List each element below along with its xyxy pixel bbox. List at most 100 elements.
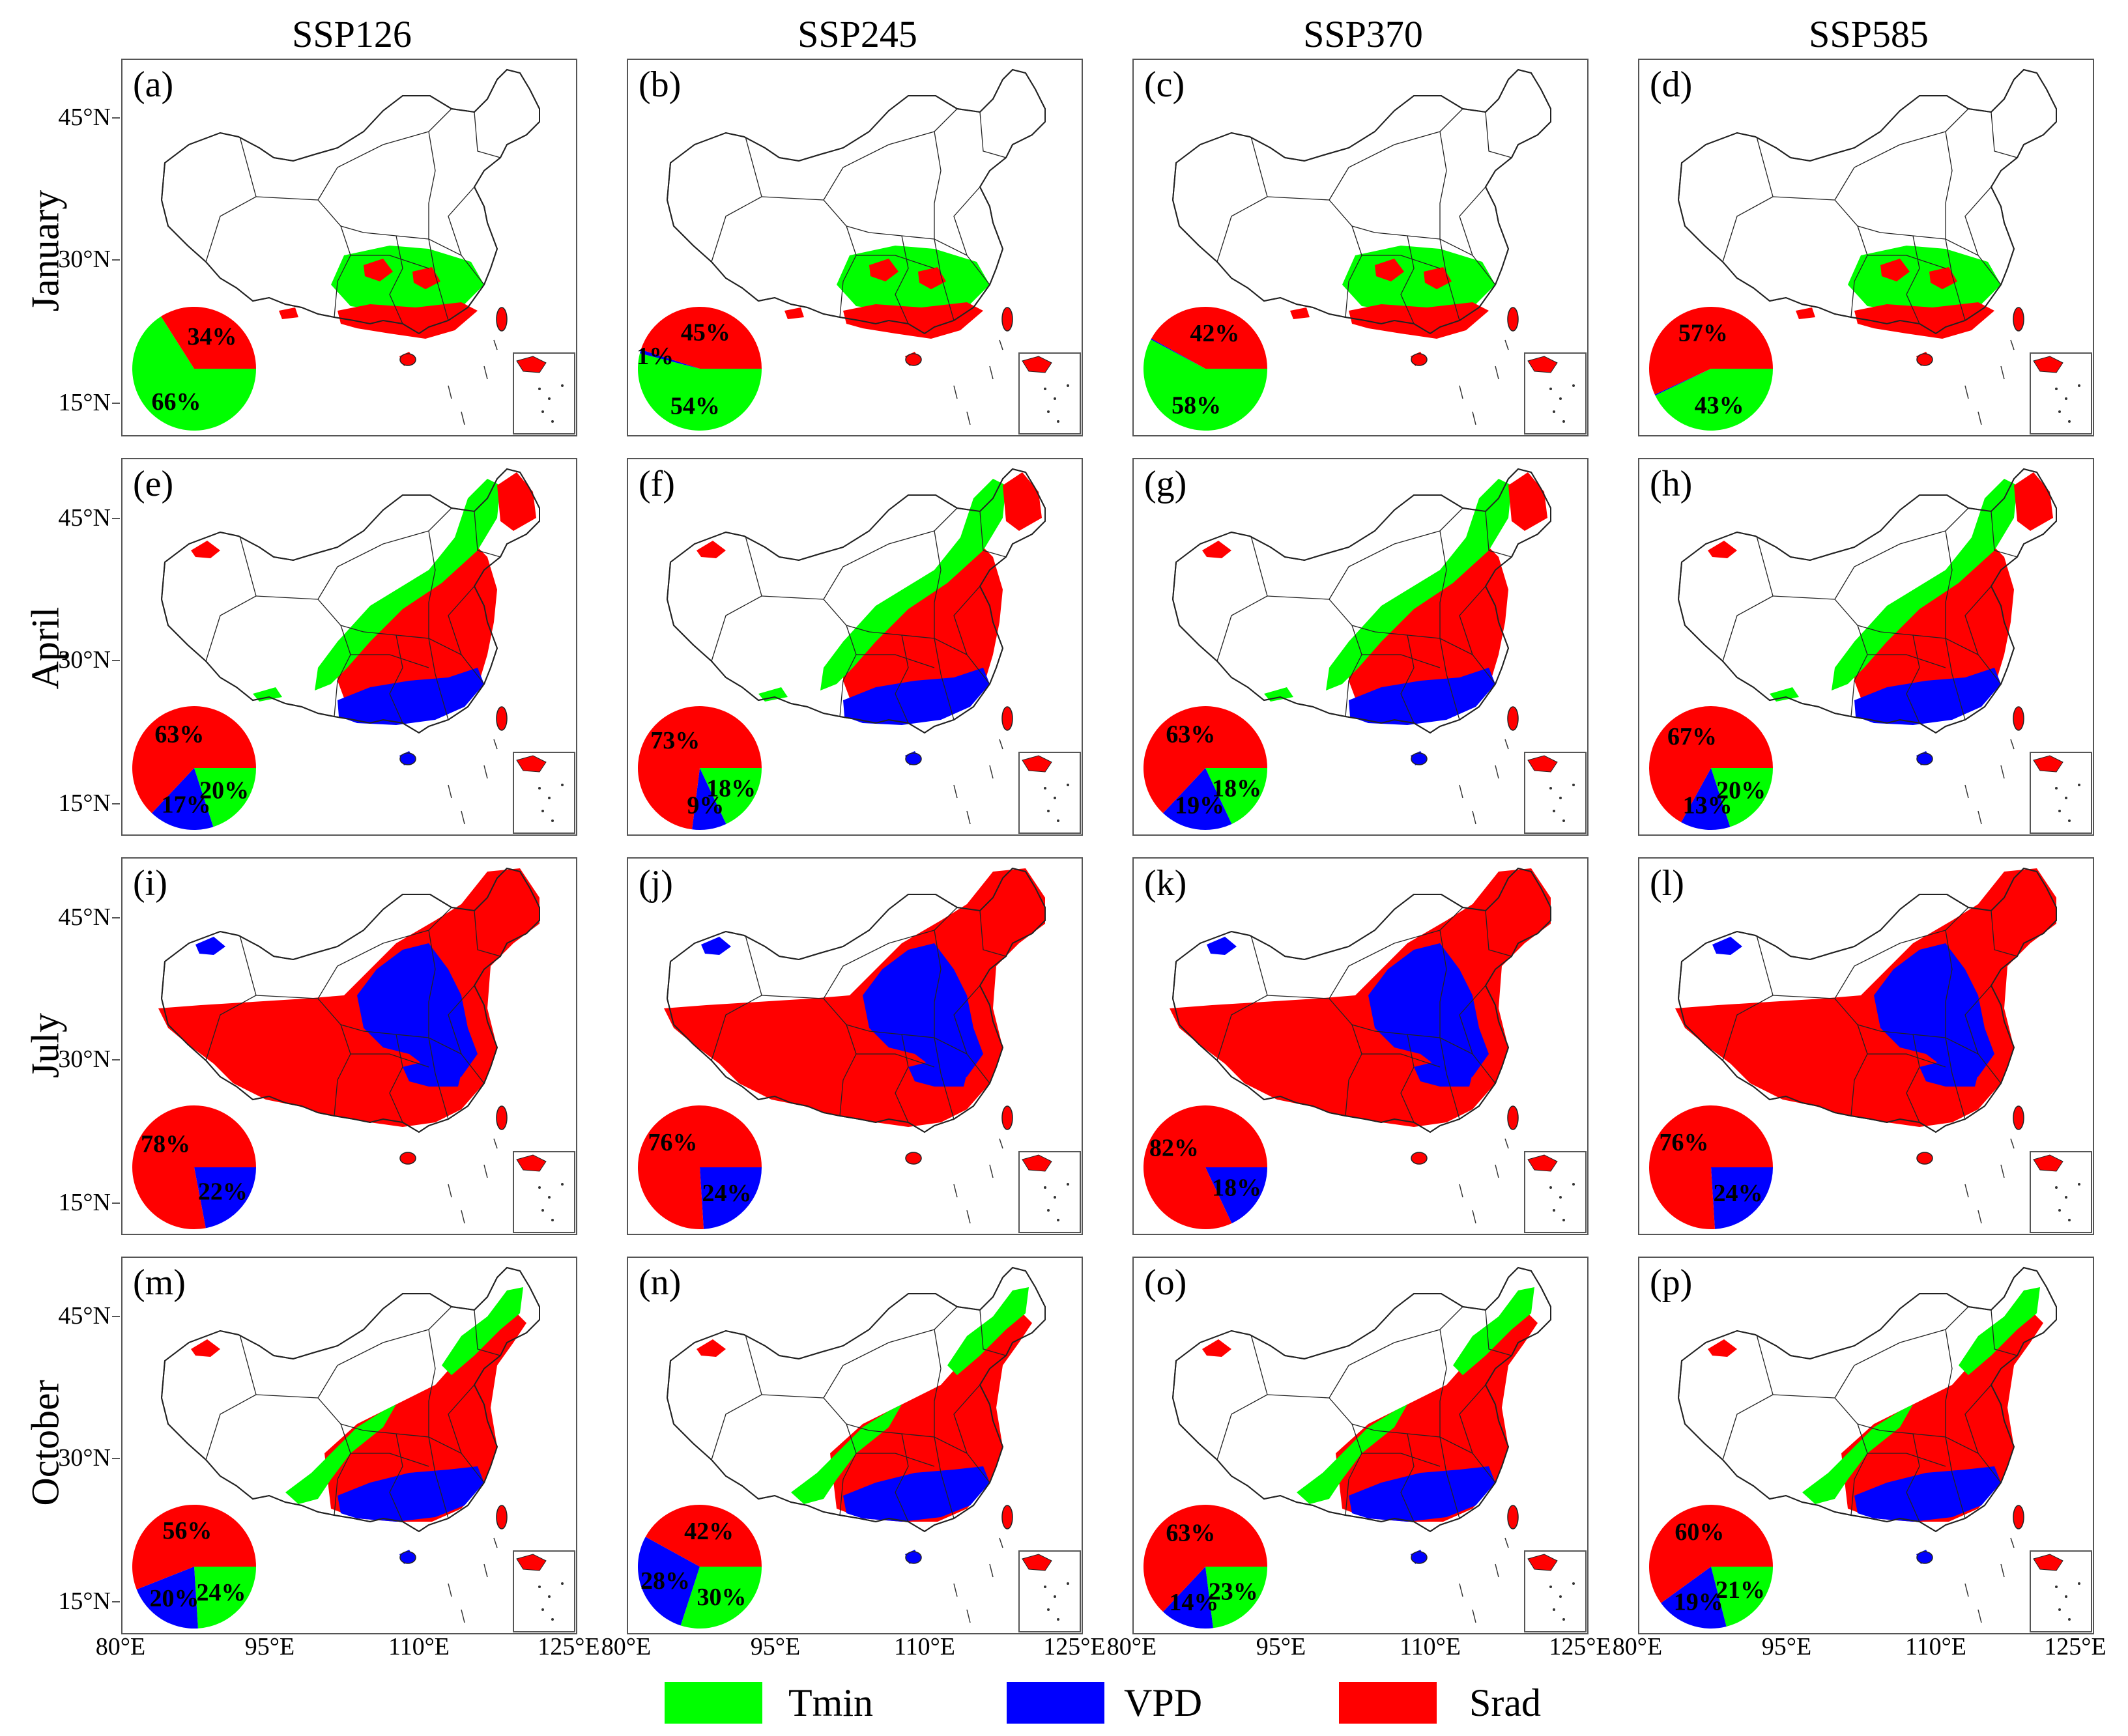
province-boundary [1945, 1436, 1966, 1519]
taiwan-island [1507, 1505, 1519, 1530]
driver-region-srad [338, 544, 497, 717]
province-boundary [1772, 595, 1881, 633]
province-boundary [1867, 255, 1946, 269]
sea-boundary-mark [448, 1184, 452, 1198]
driver-region-tmin [1959, 1287, 2040, 1375]
driver-region-srad [697, 541, 726, 558]
pie-slice-tmin [1711, 768, 1773, 827]
inset-island [1559, 1595, 1562, 1598]
china-map: 18% 82% [1143, 867, 1587, 1233]
inset-island [1559, 797, 1562, 799]
inset-island [1553, 410, 1555, 413]
pie-label-srad: 67% [1667, 723, 1717, 750]
province-boundary [1906, 1433, 1920, 1522]
lon-label-95e: 95°E [244, 1633, 295, 1660]
driver-region-srad [1349, 302, 1489, 339]
hainan-island [905, 353, 922, 366]
driver-region-tmin [442, 1287, 523, 1375]
hainan-island [1411, 752, 1428, 765]
sea-boundary-mark [483, 765, 488, 779]
inset-island [541, 410, 544, 413]
sea-boundary-mark [966, 810, 971, 825]
inset-island [1549, 787, 1552, 790]
province-boundary [1964, 586, 1992, 655]
pie-label-vpd: 9% [687, 791, 724, 819]
panel-label: (h) [1650, 464, 1693, 504]
sea-boundary-mark [1964, 1184, 1969, 1198]
driver-region-srad [1508, 472, 1547, 531]
china-map: 18%19% 63% [1143, 468, 1587, 834]
pie-label-srad: 63% [154, 721, 204, 748]
province-boundary [428, 1436, 449, 1519]
province-boundary [428, 238, 449, 321]
inset-island [1054, 797, 1056, 799]
province-boundary [1906, 235, 1920, 324]
china-map: 23%14% 63% [1143, 1266, 1587, 1632]
province-boundary [334, 225, 351, 318]
inset-island [1572, 1582, 1575, 1585]
pie-label-srad: 73% [650, 727, 700, 754]
sea-boundary-mark [1977, 1609, 1982, 1623]
inset-island [2058, 410, 2061, 413]
province-boundary [839, 625, 857, 717]
country-border [1172, 1266, 1551, 1533]
pie-label-vpd: 19% [1175, 791, 1224, 819]
driver-region-tmin [791, 1404, 902, 1504]
pie-label-srad: 82% [1149, 1134, 1199, 1161]
province-boundary [1906, 1034, 1920, 1123]
pie-label-srad: 42% [1190, 320, 1239, 347]
taiwan-island [496, 1105, 508, 1130]
pie-slice-srad [638, 706, 762, 830]
driver-region-vpd [863, 943, 983, 1077]
inset-island [1047, 410, 1050, 413]
inset-island [2058, 1608, 2061, 1611]
driver-region-srad [364, 259, 393, 281]
inset-island [1553, 1608, 1555, 1611]
lon-label-125e: 125°E [538, 1633, 600, 1660]
province-boundary [1850, 1024, 1868, 1117]
province-boundary [1267, 995, 1375, 1032]
pie-slice-vpd [1654, 369, 1711, 396]
inset-island [1562, 420, 1565, 423]
pie-slice-vpd [194, 1167, 256, 1229]
driver-region-srad [918, 267, 946, 289]
inset-coastline [1527, 1554, 1558, 1571]
driver-region-tmin [285, 1404, 396, 1504]
driver-region-tmin [253, 687, 282, 702]
hainan-island [905, 1551, 922, 1564]
pie-chart: 24%20% 56% [132, 1505, 256, 1629]
driver-region-vpd [1207, 937, 1237, 955]
province-boundary [428, 638, 449, 720]
driver-region-srad [191, 1339, 220, 1357]
taiwan-island [496, 1505, 508, 1530]
province-boundary [711, 935, 762, 1061]
sea-boundary-mark [1472, 1609, 1476, 1623]
sea-boundary-mark [2010, 1537, 2015, 1548]
province-boundary [1267, 1394, 1375, 1431]
province-boundary [1267, 595, 1375, 633]
panel-label: (o) [1144, 1262, 1187, 1303]
province-boundary [1459, 186, 1486, 256]
province-boundary [1964, 985, 1992, 1055]
driver-region-vpd [1920, 1060, 1978, 1087]
province-boundary [1216, 535, 1268, 662]
sea-boundary-mark [999, 339, 1003, 350]
country-border [1172, 468, 1551, 734]
pie-slice-vpd [639, 349, 700, 369]
lon-label-110e: 110°E [1905, 1633, 1966, 1660]
inset-island [2068, 1618, 2071, 1621]
lat-label-15n: 15°N [39, 1588, 120, 1614]
pie-slice-srad [132, 706, 256, 814]
province-boundary [205, 935, 257, 1061]
panel-label: (g) [1144, 464, 1187, 504]
province-boundary [351, 255, 429, 269]
inset-island [538, 1186, 541, 1189]
pie-slice-srad [638, 1105, 762, 1229]
province-boundary [334, 1423, 351, 1516]
driver-region-vpd [403, 1060, 461, 1087]
pie-slice-srad [132, 1505, 256, 1589]
driver-region-tmin [1297, 1404, 1407, 1504]
province-boundary [1722, 535, 1774, 662]
pie-label-srad: 45% [681, 319, 730, 347]
country-border [160, 468, 540, 734]
